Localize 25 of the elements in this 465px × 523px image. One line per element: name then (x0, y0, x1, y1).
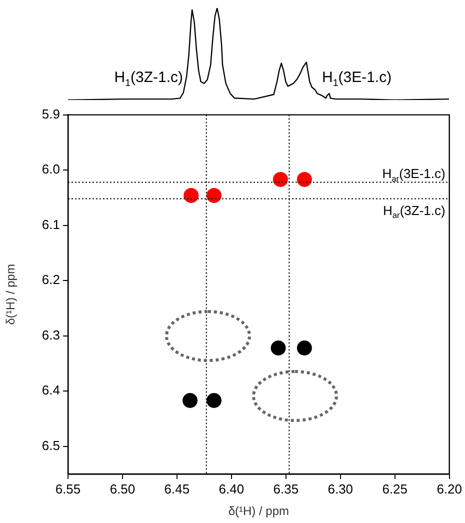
x-tick-label: 6.20 (436, 481, 462, 496)
y-tick-label: 6.1 (42, 216, 60, 232)
x-tick-label: 6.35 (273, 481, 299, 496)
y-tick-label: 6.0 (42, 162, 60, 177)
point (272, 172, 288, 187)
point (270, 340, 286, 356)
point (296, 340, 312, 356)
y-axis-title: δ(¹H) / ppm (4, 264, 18, 325)
x-tick-label: 6.30 (328, 481, 354, 496)
y-tick-label: 5.9 (42, 106, 60, 122)
point (184, 188, 199, 203)
y-tick-label: 6.3 (42, 327, 60, 342)
y-tick-label: 6.5 (42, 438, 60, 453)
point (296, 172, 312, 187)
x-tick-label: 6.45 (164, 481, 190, 496)
point (182, 393, 198, 408)
point (206, 393, 222, 408)
x-axis-title: δ(¹H) / ppm (228, 504, 290, 518)
x-tick-label: 6.55 (55, 481, 81, 496)
x-tick-label: 6.40 (218, 481, 244, 496)
y-tick-label: 6.2 (42, 272, 60, 288)
point (206, 188, 222, 203)
x-tick-label: 6.50 (110, 481, 136, 496)
x-tick-label: 6.25 (382, 481, 408, 496)
y-tick-label: 6.4 (42, 382, 60, 398)
